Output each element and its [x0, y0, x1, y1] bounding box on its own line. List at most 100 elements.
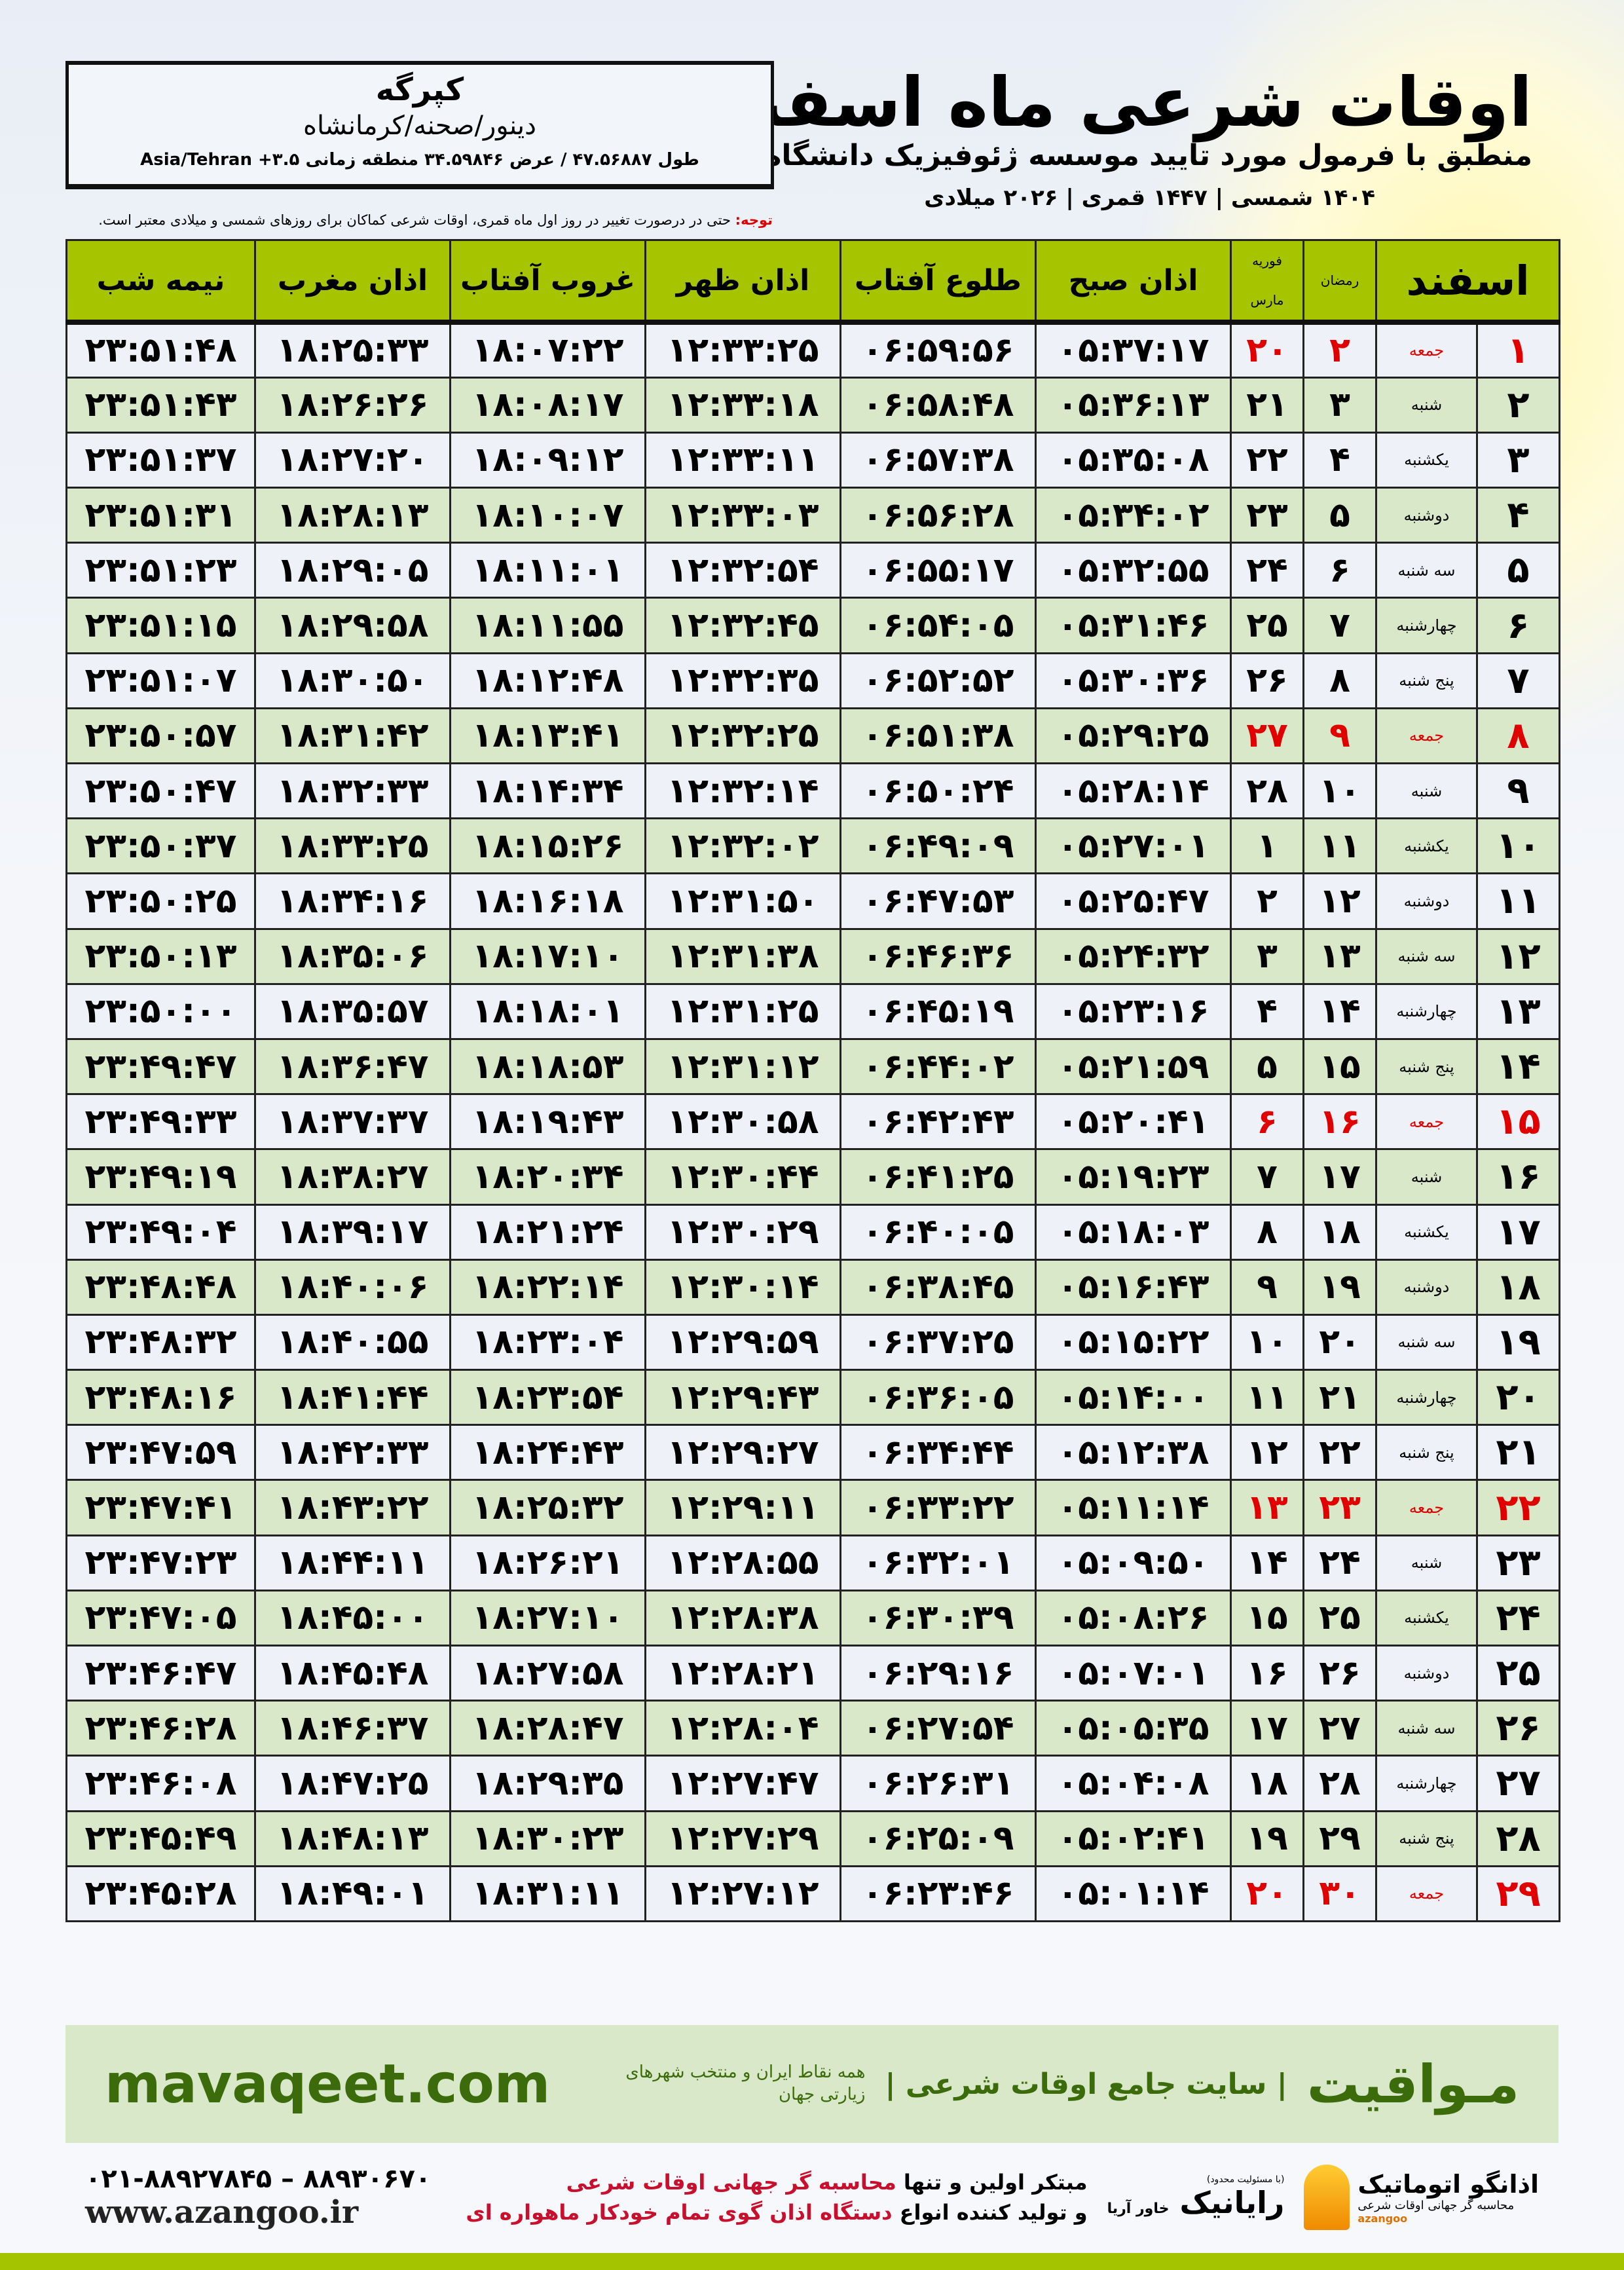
header-maghrib: اذان مغرب [254, 239, 451, 325]
cell-ghorub: ۱۸:۲۷:۱۰ [449, 1589, 646, 1647]
mavaqeet-url[interactable]: mavaqeet.com [105, 2053, 551, 2115]
cell-zohr: ۱۲:۳۰:۲۹ [644, 1203, 841, 1261]
cell-ghorub: ۱۸:۲۸:۴۷ [449, 1700, 646, 1757]
cell-day: ۳ [1476, 431, 1560, 489]
cell-zohr: ۱۲:۳۱:۵۰ [644, 872, 841, 930]
cell-tolu: ۰۶:۳۳:۲۲ [840, 1479, 1037, 1536]
cell-maghrib: ۱۸:۳۵:۵۷ [254, 982, 451, 1040]
table-row: ۲ شنبه ۳ ۲۱ ۰۵:۳۶:۱۳ ۰۶:۵۸:۴۸ ۱۲:۳۳:۱۸ ۱۸:۰۸:۱۷… [65, 376, 1560, 434]
cell-maghrib: ۱۸:۴۷:۲۵ [254, 1755, 451, 1812]
cell-maghrib: ۱۸:۳۶:۴۷ [254, 1037, 451, 1096]
cell-maghrib: ۱۸:۳۹:۱۷ [254, 1203, 451, 1261]
cell-nimeh: ۲۳:۴۷:۵۹ [65, 1424, 256, 1481]
cell-tolu: ۰۶:۵۲:۵۲ [840, 652, 1037, 709]
cell-ghorub: ۱۸:۲۵:۳۲ [449, 1479, 646, 1536]
cell-day: ۱۹ [1476, 1313, 1560, 1371]
cell-weekday: جمعه [1375, 1865, 1478, 1922]
azangoo-url[interactable]: www.azangoo.ir [85, 2194, 359, 2231]
cell-tolu: ۰۶:۲۹:۱۶ [840, 1644, 1037, 1702]
cell-ramadan: ۱۸ [1302, 1203, 1377, 1261]
cell-ghorub: ۱۸:۱۸:۰۱ [449, 982, 646, 1040]
table-row: ۱۱ دوشنبه ۱۲ ۲ ۰۵:۲۵:۴۷ ۰۶:۴۷:۵۳ ۱۲:۳۱:۵۰ ۱۸:۱۶… [65, 872, 1560, 930]
cell-ghorub: ۱۸:۱۷:۱۰ [449, 927, 646, 985]
cell-tolu: ۰۶:۵۶:۲۸ [840, 487, 1037, 544]
promo-line-1: مبتکر اولین و تنها محاسبه گر جهانی اوقات… [451, 2167, 1088, 2197]
cell-tolu: ۰۶:۵۰:۲۴ [840, 762, 1037, 820]
cell-ramadan: ۱۷ [1302, 1148, 1377, 1206]
header-nimeh: نیمه شب [65, 239, 256, 325]
header-tolu: طلوع آفتاب [840, 239, 1037, 325]
cell-weekday: جمعه [1375, 321, 1478, 379]
cell-march: ۱۷ [1230, 1700, 1304, 1757]
cell-day: ۲۲ [1476, 1479, 1560, 1536]
cell-sobh: ۰۵:۰۷:۰۱ [1035, 1644, 1232, 1702]
cell-tolu: ۰۶:۵۸:۴۸ [840, 376, 1037, 434]
table-row: ۱۳ چهارشنبه ۱۴ ۴ ۰۵:۲۳:۱۶ ۰۶:۴۵:۱۹ ۱۲:۳۱:۲۵ ۱۸:… [65, 982, 1560, 1040]
cell-ramadan: ۶ [1302, 542, 1377, 599]
cell-nimeh: ۲۳:۵۱:۳۱ [65, 487, 256, 544]
cell-tolu: ۰۶:۲۵:۰۹ [840, 1810, 1037, 1867]
cell-sobh: ۰۵:۲۱:۵۹ [1035, 1037, 1232, 1096]
cell-day: ۲۵ [1476, 1644, 1560, 1702]
cell-march: ۵ [1230, 1037, 1304, 1096]
cell-nimeh: ۲۳:۴۹:۰۴ [65, 1203, 256, 1261]
cell-ghorub: ۱۸:۲۶:۲۱ [449, 1534, 646, 1591]
header-feb: فوریه [1252, 253, 1282, 269]
cell-maghrib: ۱۸:۴۵:۴۸ [254, 1644, 451, 1702]
cell-march: ۲۳ [1230, 487, 1304, 544]
cell-day: ۶ [1476, 597, 1560, 654]
cell-nimeh: ۲۳:۴۶:۰۸ [65, 1755, 256, 1812]
cell-march: ۳ [1230, 927, 1304, 985]
cell-nimeh: ۲۳:۵۱:۱۵ [65, 597, 256, 654]
cell-sobh: ۰۵:۰۲:۴۱ [1035, 1810, 1232, 1867]
cell-zohr: ۱۲:۳۳:۱۱ [644, 431, 841, 489]
cell-march: ۲ [1230, 872, 1304, 930]
cell-weekday: شنبه [1375, 1148, 1478, 1206]
cell-march: ۱۴ [1230, 1534, 1304, 1591]
cell-ramadan: ۲۱ [1302, 1369, 1377, 1426]
cell-ghorub: ۱۸:۱۶:۱۸ [449, 872, 646, 930]
cell-sobh: ۰۵:۱۸:۰۳ [1035, 1203, 1232, 1261]
cell-ghorub: ۱۸:۲۱:۲۴ [449, 1203, 646, 1261]
cell-day: ۲۰ [1476, 1369, 1560, 1426]
cell-weekday: یکشنبه [1375, 1203, 1478, 1261]
cell-zohr: ۱۲:۲۷:۱۲ [644, 1865, 841, 1922]
cell-march: ۴ [1230, 982, 1304, 1040]
cell-day: ۹ [1476, 762, 1560, 820]
cell-sobh: ۰۵:۰۸:۲۶ [1035, 1589, 1232, 1647]
cell-zohr: ۱۲:۲۹:۴۳ [644, 1369, 841, 1426]
cell-ramadan: ۲۲ [1302, 1424, 1377, 1481]
table-row: ۸ جمعه ۹ ۲۷ ۰۵:۲۹:۲۵ ۰۶:۵۱:۳۸ ۱۲:۳۲:۲۵ ۱۸:۱۳:۴۱… [65, 707, 1560, 765]
cell-nimeh: ۲۳:۴۹:۳۳ [65, 1093, 256, 1151]
cell-ghorub: ۱۸:۱۲:۴۸ [449, 652, 646, 709]
cell-day: ۱۷ [1476, 1203, 1560, 1261]
cell-maghrib: ۱۸:۴۴:۱۱ [254, 1534, 451, 1591]
cell-tolu: ۰۶:۴۶:۳۶ [840, 927, 1037, 985]
cell-day: ۲۷ [1476, 1755, 1560, 1812]
cell-march: ۲۶ [1230, 652, 1304, 709]
cell-sobh: ۰۵:۰۴:۰۸ [1035, 1755, 1232, 1812]
table-row: ۴ دوشنبه ۵ ۲۳ ۰۵:۳۴:۰۲ ۰۶:۵۶:۲۸ ۱۲:۳۳:۰۳ ۱۸:۱۰:… [65, 487, 1560, 544]
cell-tolu: ۰۶:۵۷:۳۸ [840, 431, 1037, 489]
year-line: ۱۴۰۴ شمسی | ۱۴۴۷ قمری | ۲۰۲۶ میلادی [924, 185, 1375, 211]
phone-numbers: ۰۲۱-۸۸۹۲۷۸۴۵ – ۸۸۹۳۰۶۷۰ [85, 2164, 432, 2194]
cell-ghorub: ۱۸:۱۴:۳۴ [449, 762, 646, 820]
cell-zohr: ۱۲:۳۱:۱۲ [644, 1037, 841, 1096]
cell-sobh: ۰۵:۲۷:۰۱ [1035, 817, 1232, 875]
cell-nimeh: ۲۳:۵۰:۱۳ [65, 927, 256, 985]
cell-sobh: ۰۵:۰۹:۵۰ [1035, 1534, 1232, 1591]
cell-day: ۲۸ [1476, 1810, 1560, 1867]
header-mar: مارس [1250, 292, 1284, 308]
cell-ghorub: ۱۸:۲۳:۰۴ [449, 1313, 646, 1371]
cell-sobh: ۰۵:۳۰:۳۶ [1035, 652, 1232, 709]
cell-ghorub: ۱۸:۱۹:۴۳ [449, 1093, 646, 1151]
cell-zohr: ۱۲:۳۱:۳۸ [644, 927, 841, 985]
cell-ramadan: ۲۰ [1302, 1313, 1377, 1371]
cell-zohr: ۱۲:۳۲:۴۵ [644, 597, 841, 654]
cell-ghorub: ۱۸:۰۷:۲۲ [449, 321, 646, 379]
cell-ramadan: ۱۹ [1302, 1258, 1377, 1316]
header-zohr: اذان ظهر [644, 239, 841, 325]
cell-ramadan: ۳۰ [1302, 1865, 1377, 1922]
cell-march: ۱۲ [1230, 1424, 1304, 1481]
page-subtitle: منطبق با فرمول مورد تایید موسسه ژئوفیزیک… [672, 139, 1532, 172]
